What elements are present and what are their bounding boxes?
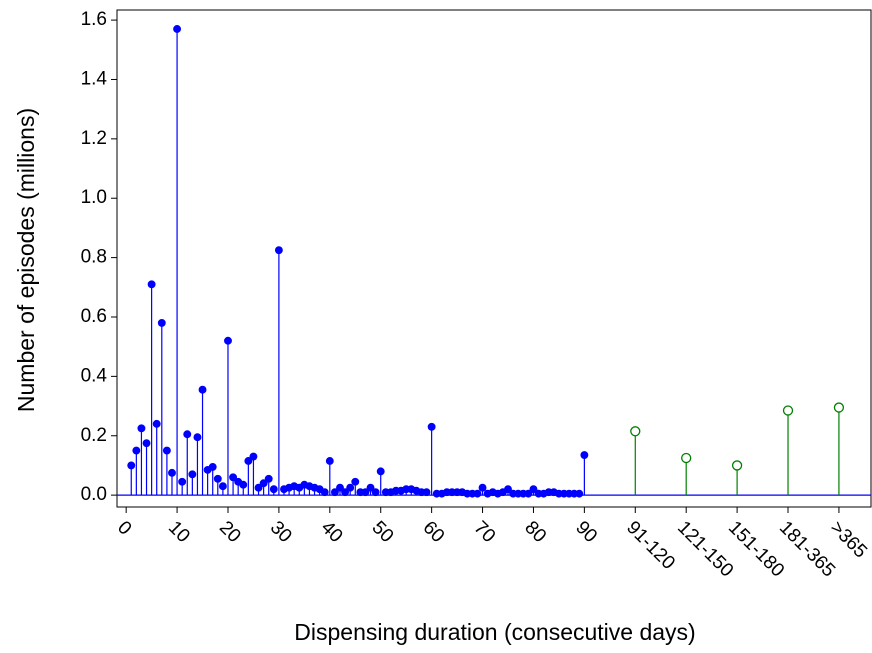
stem-marker — [376, 467, 385, 476]
stem-marker — [341, 488, 350, 497]
x-tick-label: 121-150 — [673, 517, 737, 581]
stem-marker — [681, 452, 692, 464]
stem-marker — [132, 446, 141, 455]
stem-marker — [224, 336, 232, 345]
stem-marker — [213, 474, 222, 483]
stem-marker — [478, 483, 487, 492]
x-tick-label: 10 — [164, 517, 194, 547]
stem-marker — [336, 483, 344, 492]
stem-marker — [427, 422, 436, 431]
x-tick-label: 40 — [317, 517, 347, 547]
x-tick-label: 91-120 — [622, 517, 679, 574]
y-tick-label: 1.6 — [81, 9, 107, 30]
y-tick-label: 1.0 — [81, 187, 107, 208]
y-tick-label: 0.6 — [81, 306, 107, 327]
stem-marker — [178, 477, 187, 486]
stem-marker — [524, 489, 533, 498]
stem-marker — [188, 470, 197, 479]
stem-marker — [198, 385, 207, 394]
x-tick-label: 0 — [113, 517, 135, 539]
x-tick-label: 50 — [368, 517, 398, 547]
stem-marker — [142, 439, 151, 448]
stem-marker — [371, 488, 380, 497]
stem-marker — [330, 488, 339, 497]
stem-marker — [168, 468, 176, 477]
x-tick-label: 151-180 — [724, 517, 788, 581]
x-tick-label: 20 — [215, 517, 245, 547]
stem-marker — [473, 489, 482, 498]
stem-marker — [630, 426, 641, 437]
x-tick-label: 30 — [266, 517, 296, 547]
x-tick-label: 181-365 — [775, 517, 839, 581]
stem-marker — [208, 462, 217, 471]
stem-marker — [833, 402, 845, 413]
y-tick-label: 1.4 — [81, 68, 108, 89]
stem-marker — [239, 480, 248, 489]
stem-marker — [351, 477, 360, 486]
stem-marker — [264, 474, 273, 483]
stem-marker — [218, 482, 227, 491]
stem-marker — [782, 405, 794, 416]
stem-marker — [229, 473, 238, 482]
stem-marker — [361, 488, 370, 497]
y-tick-label: 0.2 — [81, 425, 107, 446]
stem-marker — [162, 446, 171, 455]
stem-marker — [366, 483, 375, 492]
x-tick-label: 70 — [469, 517, 499, 547]
x-tick-label: 60 — [419, 517, 449, 547]
stem-marker — [147, 280, 156, 289]
x-tick-label: 80 — [520, 517, 550, 547]
stem-marker — [504, 485, 512, 494]
stem-marker — [325, 457, 334, 465]
stem-marker — [259, 479, 268, 488]
stem-marker — [274, 246, 283, 255]
stem-marker — [152, 419, 161, 428]
stem-marker — [529, 485, 538, 494]
plot-frame — [116, 9, 872, 508]
stem-marker — [137, 424, 146, 433]
stem-marker — [249, 452, 258, 461]
x-axis-title: Dispensing duration (consecutive days) — [294, 619, 695, 645]
stem-marker — [269, 485, 278, 494]
stem-marker — [575, 489, 584, 498]
x-tick-label: >365 — [826, 517, 871, 562]
y-tick-label: 1.2 — [81, 128, 107, 149]
y-tick-label: 0.0 — [81, 484, 107, 505]
stem-marker — [173, 25, 182, 33]
stem-marker — [254, 483, 263, 492]
stem-marker — [346, 483, 355, 492]
stem-marker — [731, 460, 743, 471]
stem-marker — [244, 457, 253, 465]
stem-marker — [127, 461, 136, 470]
y-tick-label: 0.8 — [81, 247, 107, 268]
stem-marker — [183, 430, 192, 439]
y-axis-title: Number of episodes (millions) — [13, 108, 39, 412]
stem-marker — [422, 488, 431, 497]
stem-marker — [157, 318, 166, 327]
y-tick-label: 0.4 — [81, 365, 108, 386]
stem-marker — [580, 451, 589, 459]
stem-marker — [193, 433, 202, 442]
x-tick-label: 90 — [571, 517, 601, 547]
stem-marker — [320, 488, 329, 497]
